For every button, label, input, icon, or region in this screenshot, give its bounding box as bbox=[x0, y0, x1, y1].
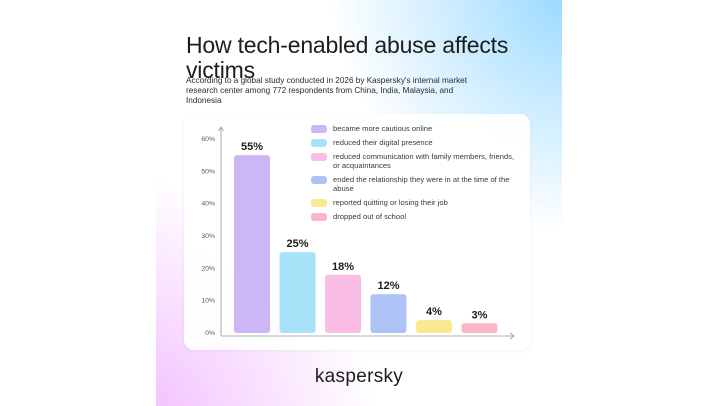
bar bbox=[461, 323, 498, 333]
bar-value-label: 18% bbox=[332, 261, 354, 273]
x-axis-arrow-icon bbox=[509, 332, 515, 340]
y-axis-arrow-icon bbox=[218, 126, 224, 132]
bar-value-label: 3% bbox=[472, 309, 488, 321]
brand-logo: kaspersky bbox=[314, 366, 404, 387]
bar bbox=[325, 274, 361, 333]
legend-label: reduced their digital presence bbox=[333, 138, 433, 147]
bar bbox=[370, 294, 407, 333]
bar bbox=[234, 155, 270, 333]
legend-swatch bbox=[311, 176, 327, 184]
legend-label: dropped out of school bbox=[333, 212, 407, 221]
legend-label: reduced communication with family member… bbox=[333, 152, 515, 170]
legend-label: ended the relationship they were in at t… bbox=[333, 175, 510, 193]
legend-swatch bbox=[311, 153, 327, 161]
legend-item: reduced their digital presence bbox=[311, 138, 521, 147]
infographic-card: How tech-enabled abuse affects victims A… bbox=[156, 0, 562, 406]
legend-label: became more cautious online bbox=[333, 124, 433, 133]
legend-item: reported quitting or losing their job bbox=[311, 198, 521, 207]
y-tick-label: 0% bbox=[205, 330, 215, 337]
y-tick-label: 40% bbox=[201, 201, 215, 208]
chart-legend: became more cautious online reduced their… bbox=[311, 124, 521, 226]
legend-swatch bbox=[311, 199, 327, 207]
chart-panel: 0% 10% 20% 30% 40% 50% 60% 55% 25% 18% 12% 4% 3% bec… bbox=[184, 114, 530, 350]
legend-swatch bbox=[311, 213, 327, 221]
legend-item: dropped out of school bbox=[311, 212, 521, 221]
legend-swatch bbox=[311, 125, 327, 133]
legend-swatch bbox=[311, 139, 327, 147]
bar-value-label: 25% bbox=[286, 238, 308, 250]
legend-item: reduced communication with family member… bbox=[311, 152, 521, 170]
legend-item: became more cautious online bbox=[311, 124, 521, 133]
y-tick-label: 30% bbox=[201, 233, 215, 240]
bar-value-label: 4% bbox=[426, 306, 442, 318]
y-tick-label: 20% bbox=[201, 265, 215, 272]
subtitle: According to a global study conducted in… bbox=[186, 76, 468, 105]
y-tick-label: 10% bbox=[201, 298, 215, 305]
y-tick-label: 60% bbox=[201, 136, 215, 143]
bar bbox=[279, 252, 316, 333]
bar-value-label: 55% bbox=[241, 141, 263, 153]
legend-item: ended the relationship they were in at t… bbox=[311, 175, 521, 193]
y-tick-label: 50% bbox=[201, 168, 215, 175]
bar bbox=[416, 320, 452, 333]
legend-label: reported quitting or losing their job bbox=[333, 198, 448, 207]
page-title: How tech-enabled abuse affects victims bbox=[186, 32, 509, 84]
bar-value-label: 12% bbox=[377, 280, 399, 292]
bar-chart: 0% 10% 20% 30% 40% 50% 60% 55% 25% 18% 12% 4% 3% bbox=[201, 126, 515, 340]
